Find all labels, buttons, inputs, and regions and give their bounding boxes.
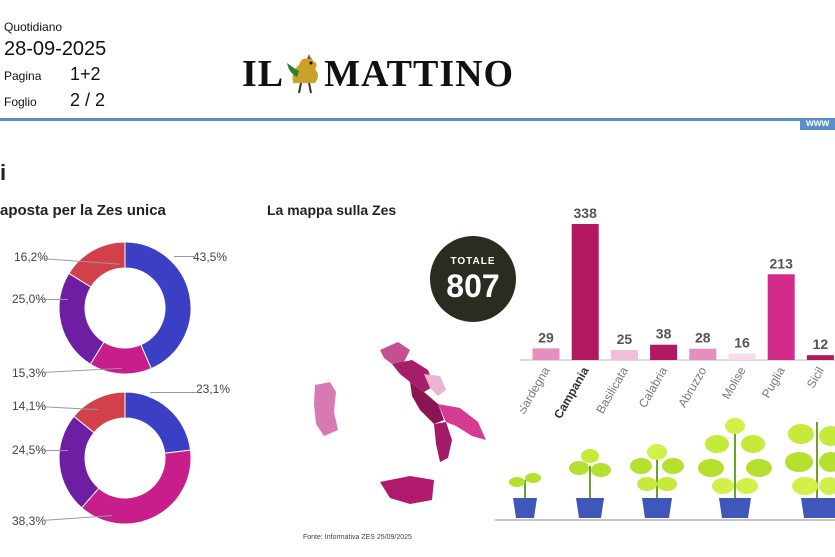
- foglio-value: 2 / 2: [70, 90, 106, 110]
- donut1-label-blue: 43,5%: [193, 250, 228, 264]
- donut-chart-2: [58, 391, 192, 525]
- donut1-label-magenta: 15,3%: [12, 366, 47, 380]
- bar-category-label: Calabria: [636, 364, 671, 410]
- newspaper-logo: IL MATTINO: [242, 52, 514, 96]
- bar-category-label: Abruzzo: [675, 364, 709, 409]
- bar-sicil: [806, 355, 834, 360]
- logo-text-mattino: MATTINO: [324, 53, 515, 95]
- bar-category-label: Puglia: [759, 364, 788, 400]
- url-tab: [800, 118, 835, 130]
- donut1-label-red: 16,2%: [14, 250, 49, 264]
- foglio-label: Foglio: [4, 95, 37, 109]
- pagina-value: 1+2: [70, 64, 101, 84]
- donut2-label-red: 14,1%: [12, 399, 47, 413]
- donut1-slice-0: [124, 241, 192, 370]
- donut2-label-blue: 23,1%: [196, 382, 231, 396]
- donut2-label-purple: 24,5%: [12, 443, 47, 457]
- donut2-slice-1: [80, 449, 192, 525]
- bar-value-label: 38: [656, 326, 672, 342]
- pagina-label: Pagina: [4, 69, 42, 83]
- logo-text-il: IL: [242, 53, 285, 95]
- section-letter: i: [0, 160, 7, 185]
- bar-basilicata: [610, 349, 638, 360]
- total-value: 807: [446, 268, 500, 304]
- plant-5-icon: [785, 422, 835, 518]
- donut1-leader-purple: [38, 299, 68, 300]
- bar-sardegna: [532, 348, 560, 360]
- bar-value-label: 12: [813, 336, 829, 352]
- publication-date: 28-09-2025: [4, 38, 107, 60]
- map-title: La mappa sulla Zes: [267, 202, 397, 218]
- plant-1-icon: [509, 473, 541, 518]
- donut2-leader-blue: [150, 392, 198, 393]
- bar-category-label: Molise: [719, 364, 749, 401]
- plant-2-icon: [569, 449, 611, 518]
- plant-3-icon: [630, 444, 684, 518]
- plants-illustration: [495, 418, 835, 521]
- donut-section-title: aposta per la Zes unica: [0, 202, 166, 219]
- donut1-leader-blue: [174, 256, 196, 257]
- total-badge: [430, 236, 516, 322]
- donut2-slice-3: [73, 391, 126, 434]
- total-label: TOTALE: [450, 256, 496, 267]
- donut1-slice-3: [68, 241, 126, 288]
- donut1-slice-2: [58, 272, 105, 365]
- bar-category-label: Sardegna: [520, 364, 553, 416]
- bar-value-label: 29: [538, 329, 554, 345]
- bar-abruzzo: [689, 348, 717, 360]
- donut1-label-purple: 25,0%: [12, 292, 47, 306]
- bar-value-label: 28: [695, 330, 711, 346]
- donut-chart-1: [58, 241, 192, 375]
- bar-value-label: 25: [617, 331, 633, 347]
- header-rule: [0, 118, 800, 121]
- plant-4-icon: [698, 418, 772, 518]
- bar-chart: 29Sardegna338Campania25Basilicata38Calab…: [520, 205, 835, 421]
- donut2-slice-0: [124, 391, 192, 454]
- bar-campania: [571, 224, 599, 360]
- bar-category-label: Sicil: [804, 365, 827, 391]
- url-fragment: www: [806, 118, 830, 129]
- bar-value-label: 16: [734, 335, 750, 351]
- donut2-label-magenta: 38,3%: [12, 514, 47, 528]
- bar-value-label: 338: [574, 205, 598, 221]
- bar-puglia: [767, 274, 795, 360]
- bar-calabria: [650, 344, 678, 360]
- source-note: Fonte: Informativa ZES 25/09/2025: [303, 534, 412, 541]
- italy-map: [314, 342, 486, 504]
- bar-molise: [728, 353, 756, 360]
- publication-type: Quotidiano: [4, 20, 63, 34]
- donut2-leader-purple: [38, 450, 68, 451]
- rooster-icon: [287, 54, 319, 94]
- bar-value-label: 213: [770, 255, 794, 271]
- bar-category-label: Basilicata: [593, 364, 631, 416]
